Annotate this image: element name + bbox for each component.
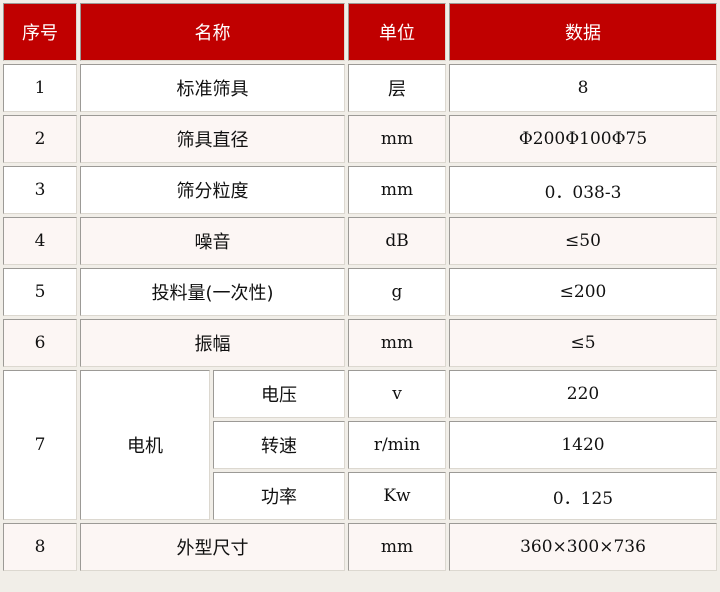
sub-value: 220 (449, 370, 717, 418)
table-row: 8 外型尺寸 mm 360×300×736 (3, 523, 717, 571)
sub-unit: r/min (348, 421, 446, 469)
table-row-motor: 功率 Kw 0．125 (3, 472, 717, 520)
row-no: 6 (3, 319, 77, 367)
row-no: 4 (3, 217, 77, 265)
row-unit: mm (348, 319, 446, 367)
sub-name: 功率 (213, 472, 345, 520)
row-no: 3 (3, 166, 77, 214)
row-unit: mm (348, 115, 446, 163)
header-no: 序号 (3, 3, 77, 61)
row-value: ≤200 (449, 268, 717, 316)
sub-value: 0．125 (449, 472, 717, 520)
sub-unit: v (348, 370, 446, 418)
table-row: 5 投料量(一次性) g ≤200 (3, 268, 717, 316)
table-row: 4 噪音 dB ≤50 (3, 217, 717, 265)
row-value: 360×300×736 (449, 523, 717, 571)
header-value: 数据 (449, 3, 717, 61)
row-no: 1 (3, 64, 77, 112)
table-row-motor: 7 电机 电压 v 220 (3, 370, 717, 520)
row-name: 外型尺寸 (80, 523, 345, 571)
row-name: 投料量(一次性) (80, 268, 345, 316)
sub-name: 电压 (213, 370, 345, 418)
row-no: 7 (3, 370, 77, 520)
row-value: ≤5 (449, 319, 717, 367)
row-unit: g (348, 268, 446, 316)
table-row: 1 标准筛具 层 8 (3, 64, 717, 112)
row-no: 8 (3, 523, 77, 571)
row-name: 筛具直径 (80, 115, 345, 163)
sub-name: 转速 (213, 421, 345, 469)
row-no: 5 (3, 268, 77, 316)
table-row: 6 振幅 mm ≤5 (3, 319, 717, 367)
row-name: 电机 (80, 370, 210, 520)
spec-table: 序号 名称 单位 数据 1 标准筛具 层 8 2 筛具直径 mm Φ200Φ10… (3, 3, 717, 571)
row-unit: 层 (348, 64, 446, 112)
row-unit: dB (348, 217, 446, 265)
row-name: 噪音 (80, 217, 345, 265)
table-row-motor: 转速 r/min 1420 (3, 421, 717, 469)
header-name: 名称 (80, 3, 345, 61)
row-unit: mm (348, 166, 446, 214)
sub-unit: Kw (348, 472, 446, 520)
header-row: 序号 名称 单位 数据 (3, 3, 717, 61)
sub-value: 1420 (449, 421, 717, 469)
row-unit: mm (348, 523, 446, 571)
table-row: 2 筛具直径 mm Φ200Φ100Φ75 (3, 115, 717, 163)
row-value: ≤50 (449, 217, 717, 265)
row-value: 8 (449, 64, 717, 112)
header-unit: 单位 (348, 3, 446, 61)
row-value: 0．038-3 (449, 166, 717, 214)
table-row: 3 筛分粒度 mm 0．038-3 (3, 166, 717, 214)
row-value: Φ200Φ100Φ75 (449, 115, 717, 163)
row-name: 标准筛具 (80, 64, 345, 112)
row-name: 筛分粒度 (80, 166, 345, 214)
row-name: 振幅 (80, 319, 345, 367)
row-no: 2 (3, 115, 77, 163)
